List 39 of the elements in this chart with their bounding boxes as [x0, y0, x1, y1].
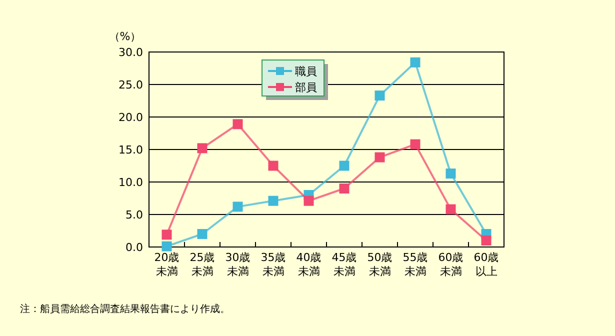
- point: [339, 160, 350, 171]
- legend-label: 部員: [295, 80, 317, 94]
- point: [232, 202, 243, 212]
- x-tick-label: 30歳未満: [225, 251, 250, 278]
- point: [481, 236, 492, 246]
- point: [197, 143, 208, 154]
- point: [374, 152, 385, 162]
- y-tick-label: 15.0: [118, 143, 143, 156]
- y-tick-label: 20.0: [118, 110, 143, 124]
- y-tick-label: 0.0: [126, 240, 143, 254]
- x-tick-label: 20歳未満: [154, 251, 180, 278]
- x-tick-label: 45歳未満: [332, 251, 357, 278]
- x-tick-label: 35歳未満: [260, 251, 286, 278]
- point: [232, 119, 243, 130]
- x-tick-label: 55歳未満: [402, 251, 428, 278]
- point: [197, 229, 208, 239]
- point: [268, 160, 278, 171]
- point: [304, 196, 314, 206]
- y-axis-title: （%）: [108, 30, 142, 43]
- y-tick-label: 10.0: [118, 176, 143, 189]
- point: [339, 184, 350, 194]
- x-tick-label: 60歳以上: [474, 251, 499, 278]
- point: [446, 168, 456, 179]
- legend-label: 職員: [295, 64, 317, 78]
- point: [410, 139, 420, 150]
- x-tick-label: 50歳未満: [367, 251, 392, 278]
- point: [446, 204, 456, 214]
- point: [162, 230, 172, 240]
- point: [268, 196, 278, 206]
- x-tick-label: 40歳未満: [296, 251, 322, 278]
- point: [162, 241, 172, 252]
- text: 注：船員需給総合調査結果報告書により作成。: [20, 303, 230, 315]
- x-tick-label: 60歳未満: [438, 251, 464, 278]
- y-tick-label: 25.0: [118, 78, 143, 92]
- point: [410, 57, 420, 68]
- y-tick-label: 30.0: [118, 46, 143, 59]
- y-tick-label: 5.0: [126, 208, 143, 222]
- point: [374, 90, 385, 101]
- x-tick-label: 25歳未満: [190, 251, 215, 278]
